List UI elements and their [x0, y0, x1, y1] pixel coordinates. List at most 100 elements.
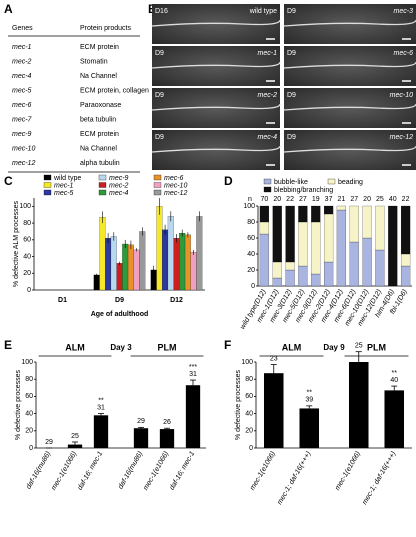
x-tick-label: D12 [170, 297, 183, 304]
bar-segment [323, 213, 334, 263]
legend-swatch [98, 189, 107, 196]
gene: mec-12 [12, 160, 35, 167]
bar-segment [298, 205, 308, 223]
legend-label: beading [338, 179, 363, 186]
group-label: PLM [158, 342, 177, 352]
bar-segment [272, 205, 282, 263]
bar [93, 415, 109, 448]
bar-segment [285, 261, 295, 271]
bar-segment [311, 205, 321, 223]
table-header: Protein products [80, 25, 131, 32]
gene: mec-6 [12, 102, 32, 109]
n-value: 29 [137, 418, 145, 425]
bar-segment [323, 261, 334, 287]
x-axis-label: Age of adulthood [91, 311, 149, 318]
neuron [151, 103, 281, 111]
day-label: D9 [155, 92, 164, 99]
y-axis-label: % defective processes [15, 369, 22, 440]
bar [190, 252, 197, 291]
gene: mec-9 [12, 131, 32, 138]
y-tick-label: 0 [27, 287, 31, 294]
n-value: 31 [189, 371, 197, 378]
group-label: ALM [65, 342, 85, 352]
y-tick-label: 20 [23, 270, 31, 277]
subtitle: Day 9 [323, 343, 345, 352]
significance: ** [98, 397, 104, 404]
genotype-label: mec-10 [390, 92, 413, 99]
n-value: 21 [338, 196, 346, 203]
day-label: D9 [287, 134, 296, 141]
x-tick-label: mec-1; daf-16(+++) [276, 450, 312, 506]
y-tick-label: 100 [241, 359, 253, 366]
bar [299, 408, 320, 448]
bar [173, 238, 180, 291]
n-value: 27 [350, 196, 358, 203]
bar [93, 274, 100, 291]
panel-label: D [224, 174, 233, 188]
bar-segment [400, 253, 411, 267]
bar-segment [349, 205, 359, 243]
x-tick-label: mec-1(e1066) [249, 450, 277, 491]
x-tick-label: daf-16; mec-1 [169, 450, 197, 491]
bar-segment [285, 269, 295, 287]
bar [348, 362, 369, 448]
x-tick-label: D1 [58, 297, 67, 304]
day-label: D9 [287, 50, 296, 57]
n-value: 19 [312, 196, 320, 203]
neuron [283, 145, 416, 153]
bar-segment [259, 205, 270, 223]
legend-swatch [263, 186, 272, 193]
neuron [151, 145, 281, 153]
significance: ** [307, 390, 313, 397]
y-tick-label: 60 [23, 237, 31, 244]
bar-segment [259, 233, 270, 287]
protein: ECM protein [80, 131, 119, 138]
bar-segment [400, 265, 411, 287]
day-label: D9 [287, 8, 296, 15]
neuron [151, 61, 281, 69]
y-tick-label: 100 [19, 203, 31, 210]
y-tick-label: 60 [245, 393, 253, 400]
genotype-label: mec-12 [390, 134, 413, 141]
x-tick-label: mec-1(e1066) [334, 450, 362, 491]
gene: mec-7 [12, 116, 33, 123]
bar [384, 390, 405, 448]
group-label: PLM [367, 342, 386, 352]
protein: ECM protein [80, 44, 119, 51]
y-tick-label: 0 [249, 445, 253, 452]
y-tick-label: 60 [25, 393, 33, 400]
n-value: 29 [45, 439, 53, 446]
neuron [283, 19, 416, 27]
bar-segment [375, 249, 385, 287]
gene: mec-5 [12, 87, 32, 94]
significance: *** [189, 364, 197, 371]
y-tick-label: 40 [25, 410, 33, 417]
y-axis-label: % defective ALM processes [13, 201, 20, 287]
legend-swatch [153, 189, 162, 196]
panel-label: C [4, 174, 13, 188]
neuron [283, 61, 416, 69]
legend-swatch [43, 182, 52, 188]
bar [139, 231, 146, 291]
bar [122, 243, 129, 291]
n-value: 25 [71, 433, 79, 440]
protein: Na Channel [80, 73, 117, 80]
x-tick-label: mec-1; daf-16(+++) [361, 450, 397, 506]
genotype-label: mec-3 [394, 8, 414, 15]
legend-swatch [43, 174, 52, 181]
bar-segment [336, 209, 347, 287]
n-value: 70 [261, 196, 269, 203]
legend-swatch [153, 182, 162, 188]
bar [99, 217, 106, 291]
bar-segment [400, 205, 411, 255]
bar [162, 229, 169, 291]
neuron [283, 103, 416, 111]
bar-segment [388, 205, 398, 287]
table-header: Genes [12, 25, 33, 32]
bar [179, 233, 186, 291]
bar [185, 385, 201, 448]
significance: ** [392, 370, 398, 377]
bar-segment [298, 265, 308, 287]
bar-segment [311, 221, 321, 275]
